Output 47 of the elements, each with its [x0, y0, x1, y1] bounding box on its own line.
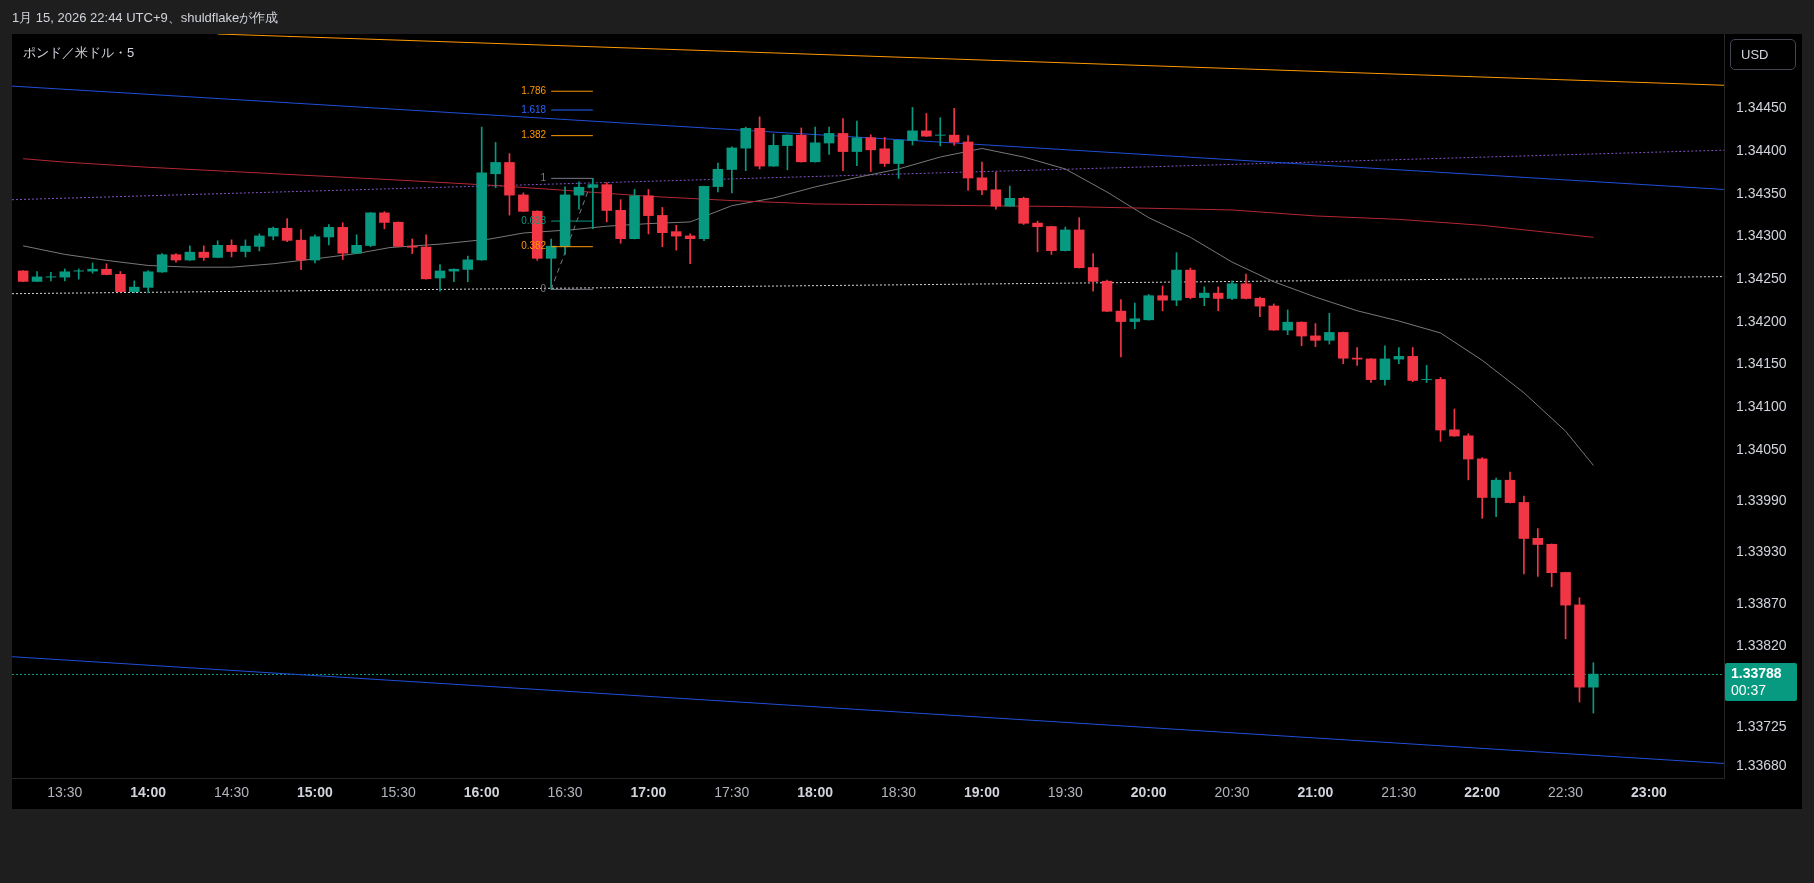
ref-line-label: 1.33788 [1731, 664, 1783, 682]
x-tick-label: 13:30 [47, 784, 83, 801]
x-tick-label: 22:30 [1548, 784, 1584, 801]
x-tick-label: 17:30 [714, 784, 750, 801]
y-axis-title: USD [1730, 39, 1796, 70]
x-tick-label: 20:30 [1214, 784, 1250, 801]
y-tick-label: 1.34350 [1736, 184, 1787, 201]
x-tick-label: 21:30 [1381, 784, 1417, 801]
x-tick-label: 19:00 [964, 784, 1001, 801]
x-tick-label: 18:00 [797, 784, 834, 801]
x-tick-label: 16:30 [547, 784, 583, 801]
y-tick-label: 1.34100 [1736, 398, 1787, 415]
x-tick-label: 14:30 [214, 784, 250, 801]
candlestick [393, 221, 404, 248]
x-tick-label: 23:00 [1631, 784, 1668, 801]
y-tick-label: 1.33725 [1736, 718, 1787, 735]
x-tick-label: 17:00 [630, 784, 667, 801]
y-tick-label: 1.34200 [1736, 312, 1787, 329]
x-tick-label: 14:00 [130, 784, 167, 801]
y-tick-label: 1.34400 [1736, 141, 1787, 158]
y-tick-label: 1.34300 [1736, 227, 1787, 244]
x-tick-label: 15:00 [297, 784, 334, 801]
x-tick-label: 19:30 [1047, 784, 1084, 801]
y-tick-label: 1.34250 [1736, 270, 1787, 287]
y-tick-label: 1.34450 [1736, 99, 1787, 116]
text: 1月 15, 2026 22:44 UTC+9、shuldflakeが作成 [12, 10, 279, 25]
series-label: 1.618 [521, 103, 547, 115]
y-tick-label: 1.34150 [1736, 355, 1787, 372]
series-label: 1.786 [521, 84, 547, 96]
x-tick-label: 15:30 [380, 784, 417, 801]
series-label: 1.382 [521, 129, 547, 141]
y-tick-label: 1.33820 [1736, 637, 1787, 654]
y-tick-label: 1.33930 [1736, 543, 1787, 560]
y-tick-label: 1.33990 [1736, 492, 1787, 509]
x-tick-label: 21:00 [1297, 784, 1334, 801]
y-tick-label: 1.33870 [1736, 594, 1787, 611]
text: ポンド／米ドル・5 [23, 45, 135, 61]
series-label: 0 [540, 283, 547, 295]
x-tick-label: 20:00 [1130, 784, 1167, 801]
x-tick-label: 22:00 [1464, 784, 1501, 801]
x-tick-label: 18:30 [881, 784, 917, 801]
series-label: 1 [540, 172, 547, 184]
x-tick-label: 16:00 [463, 784, 500, 801]
text: 00:37 [1731, 681, 1768, 699]
candlestick [1004, 185, 1016, 207]
y-tick-label: 1.34050 [1736, 440, 1787, 457]
y-tick-label: 1.33680 [1736, 756, 1787, 773]
